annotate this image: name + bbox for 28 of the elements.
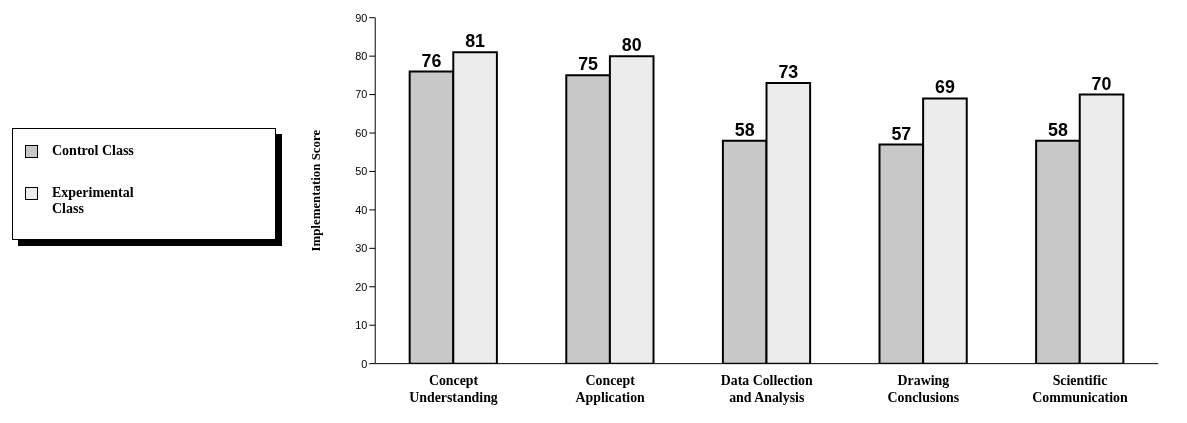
data-label: 81 <box>465 31 485 52</box>
data-label: 57 <box>891 123 912 144</box>
data-label: 58 <box>1047 119 1068 140</box>
data-label: 75 <box>578 54 598 75</box>
y-tick-label: 0 <box>361 357 368 370</box>
y-tick-label: 20 <box>355 280 368 293</box>
data-label: 70 <box>1091 73 1112 94</box>
x-tick-label: Scientific Communication <box>1032 373 1128 406</box>
x-tick-label: Drawing Conclusions <box>887 373 960 406</box>
data-label: 69 <box>934 77 955 98</box>
data-label: 80 <box>621 35 642 56</box>
y-tick-label: 90 <box>355 11 368 24</box>
data-label: 73 <box>778 62 799 83</box>
y-tick-label: 60 <box>355 126 368 139</box>
y-tick-label: 10 <box>355 319 368 332</box>
y-tick-label: 80 <box>355 50 368 63</box>
y-tick-label: 30 <box>355 242 368 255</box>
y-axis-title: Implementation Score <box>309 129 324 252</box>
legend-label: Experimental Class <box>52 185 135 217</box>
legend-label: Control Class <box>52 143 135 159</box>
y-tick-label: 50 <box>355 165 368 178</box>
y-tick-label: 40 <box>355 203 368 216</box>
data-label: 76 <box>421 50 442 71</box>
x-tick-label: Concept Application <box>575 373 645 406</box>
x-tick-label: Data Collection and Analysis <box>720 373 813 406</box>
data-label: 58 <box>734 119 755 140</box>
x-tick-label: Concept Understanding <box>409 373 498 406</box>
y-tick-label: 70 <box>355 88 368 101</box>
